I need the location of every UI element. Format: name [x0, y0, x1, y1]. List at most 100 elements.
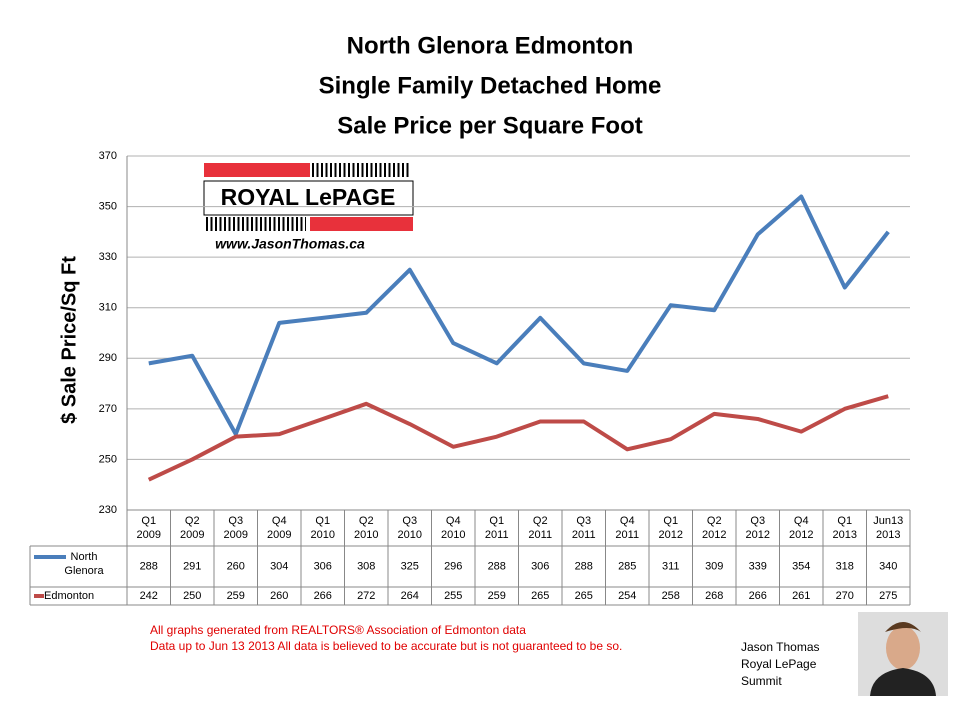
y-tick-label: 370	[99, 150, 117, 162]
table-value: 309	[705, 560, 723, 572]
x-tick-label: Q4	[446, 515, 461, 527]
y-tick-label: 310	[99, 302, 117, 314]
table-value: 275	[879, 590, 897, 602]
table-value: 264	[401, 590, 419, 602]
x-tick-label: 2012	[702, 529, 726, 541]
x-tick-label: 2010	[398, 529, 422, 541]
x-tick-label: Q1	[141, 515, 156, 527]
legend-label: Edmonton	[44, 590, 95, 602]
table-value: 285	[618, 560, 636, 572]
x-tick-label: Q2	[707, 515, 722, 527]
table-value: 311	[662, 560, 680, 572]
table-value: 261	[792, 590, 810, 602]
x-tick-label: 2013	[833, 529, 857, 541]
x-tick-label: Q4	[272, 515, 287, 527]
x-tick-label: Q1	[837, 515, 852, 527]
x-tick-label: 2009	[137, 529, 161, 541]
table-value: 354	[792, 560, 810, 572]
table-value: 288	[488, 560, 506, 572]
x-tick-label: 2009	[224, 529, 248, 541]
logo-url: www.JasonThomas.ca	[215, 236, 365, 252]
x-tick-label: Q1	[315, 515, 330, 527]
x-tick-label: Q2	[185, 515, 200, 527]
x-tick-label: 2009	[267, 529, 291, 541]
table-value: 266	[749, 590, 767, 602]
y-axis-label: $ Sale Price/Sq Ft	[58, 256, 80, 424]
table-value: 308	[357, 560, 375, 572]
table-value: 291	[183, 560, 201, 572]
x-tick-label: Q2	[359, 515, 374, 527]
table-value: 260	[227, 560, 245, 572]
x-tick-label: 2010	[311, 529, 335, 541]
y-tick-label: 290	[99, 352, 117, 364]
x-tick-label: Q3	[402, 515, 417, 527]
table-value: 304	[270, 560, 288, 572]
x-tick-label: 2011	[615, 529, 639, 541]
logo-box	[203, 180, 414, 216]
table-value: 259	[488, 590, 506, 602]
x-tick-label: 2013	[876, 529, 900, 541]
x-tick-label: 2012	[789, 529, 813, 541]
series-line	[148, 194, 890, 437]
x-tick-label: 2010	[354, 529, 378, 541]
logo-brand: ROYAL LePAGE	[221, 184, 396, 210]
photo-suit	[870, 668, 936, 696]
legend-label: North Glenora	[64, 551, 104, 577]
table-value: 325	[401, 560, 419, 572]
table-value: 288	[575, 560, 593, 572]
x-tick-label: 2010	[441, 529, 465, 541]
table-value: 339	[749, 560, 767, 572]
x-tick-label: Q4	[620, 515, 635, 527]
note: Data up to Jun 13 2013 All data is belie…	[150, 639, 623, 653]
table-value: 266	[314, 590, 332, 602]
table-value: 272	[357, 590, 375, 602]
logo-bar	[310, 217, 413, 231]
x-tick-label: 2011	[572, 529, 596, 541]
table-value: 306	[314, 560, 332, 572]
y-tick-label: 250	[99, 453, 117, 465]
x-tick-label: Q4	[794, 515, 809, 527]
x-tick-label: 2012	[659, 529, 683, 541]
table-value: 250	[183, 590, 201, 602]
table-value: 260	[270, 590, 288, 602]
table-value: 270	[836, 590, 854, 602]
y-tick-label: 270	[99, 403, 117, 415]
table-value: 288	[140, 560, 158, 572]
x-tick-label: Q1	[489, 515, 504, 527]
table-value: 268	[705, 590, 723, 602]
series-line	[147, 394, 889, 482]
chart-title: Sale Price per Square Foot	[337, 112, 642, 139]
x-tick-label: 2009	[180, 529, 204, 541]
table-value: 265	[531, 590, 549, 602]
x-tick-label: Q3	[750, 515, 765, 527]
table-value: 258	[662, 590, 680, 602]
signature-line: Royal LePage	[741, 657, 817, 671]
notes: All graphs generated from REALTORS® Asso…	[150, 622, 622, 654]
x-tick-label: Q2	[533, 515, 548, 527]
logo-bar	[204, 163, 310, 177]
x-tick-label: 2011	[528, 529, 552, 541]
signature-line: Summit	[741, 674, 782, 688]
table-value: 340	[879, 560, 897, 572]
signature-line: Jason Thomas	[741, 640, 820, 654]
y-tick-label: 350	[99, 200, 117, 212]
table-value: 259	[227, 590, 245, 602]
photo-hair	[885, 622, 921, 632]
table-value: 306	[531, 560, 549, 572]
y-tick-label: 330	[99, 251, 117, 263]
chart-title: North Glenora Edmonton	[347, 32, 634, 59]
logo: ROYAL LePAGE www.JasonThomas.ca	[203, 163, 414, 252]
table-value: 296	[444, 560, 462, 572]
x-tick-label: Q3	[228, 515, 243, 527]
x-tick-label: 2011	[485, 529, 509, 541]
table-value: 255	[444, 590, 462, 602]
table-value: 265	[575, 590, 593, 602]
note: All graphs generated from REALTORS® Asso…	[150, 623, 526, 637]
x-tick-label: Q1	[663, 515, 678, 527]
photo	[858, 612, 948, 696]
signature: Jason Thomas Royal LePage Summit	[741, 639, 820, 690]
y-tick-label: 230	[99, 504, 117, 516]
table-value: 318	[836, 560, 854, 572]
